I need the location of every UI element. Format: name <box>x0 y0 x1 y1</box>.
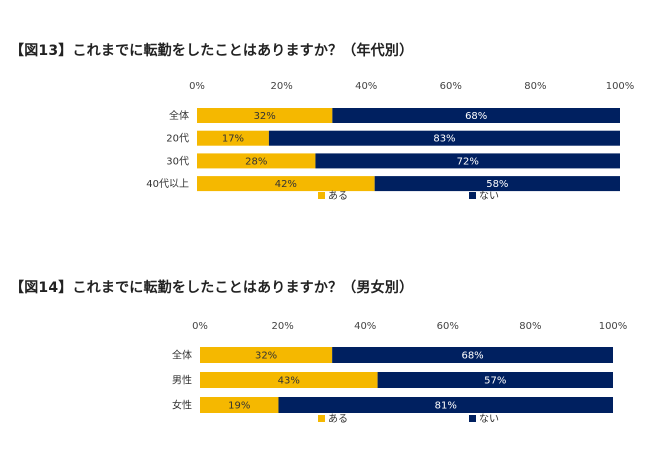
category-label: 全体 <box>172 349 192 362</box>
category-label: 女性 <box>172 399 192 412</box>
data-label: 43% <box>278 376 300 387</box>
data-label: 42% <box>275 179 297 190</box>
chart-title-fig13: 【図13】これまでに転勤をしたことはありますか？（年代別） <box>10 43 414 59</box>
legend-swatch <box>469 192 476 199</box>
x-tick-label: 80% <box>524 81 546 92</box>
category-label: 20代 <box>166 133 189 145</box>
bar-segment-nai <box>377 372 613 388</box>
data-label: 19% <box>228 401 250 412</box>
bar-segment-aru <box>200 347 333 363</box>
bar-segment-aru <box>197 176 375 192</box>
x-tick-label: 60% <box>440 81 462 92</box>
legend-label: ない <box>479 190 499 202</box>
chart-fig14-by-gender: 0% 20% 40% 60% 80% 100% 全体 32% 68% 男性 43% 57% 女性 19% 8… <box>172 321 628 425</box>
data-label: 58% <box>486 179 508 190</box>
category-label: 全体 <box>169 109 189 122</box>
x-tick-label: 0% <box>189 81 205 92</box>
x-tick-label: 100% <box>606 81 635 92</box>
bar-segment-aru <box>197 153 316 169</box>
legend-label: ある <box>328 413 348 425</box>
x-tick-label: 80% <box>519 321 541 332</box>
chart-title-fig14: 【図14】これまでに転勤をしたことはありますか？（男女別） <box>10 280 414 296</box>
data-label: 32% <box>254 111 276 122</box>
data-label: 68% <box>461 351 483 362</box>
x-tick-label: 20% <box>270 81 292 92</box>
x-tick-label: 40% <box>355 81 377 92</box>
data-label: 83% <box>433 134 455 145</box>
x-tick-label: 100% <box>599 321 628 332</box>
chart-fig13-by-age: 0% 20% 40% 60% 80% 100% 全体 32% 68% 20代 17% 83% 30代 28… <box>146 81 635 202</box>
bar-segment-nai <box>268 130 620 146</box>
bar-segment-aru <box>197 108 333 123</box>
bar-segment-nai <box>332 108 620 123</box>
x-tick-label: 0% <box>192 321 208 332</box>
x-tick-label: 60% <box>437 321 459 332</box>
legend-label: ない <box>479 413 499 425</box>
category-label: 30代 <box>166 155 189 167</box>
data-label: 32% <box>255 351 277 362</box>
bar-segment-aru <box>200 372 378 388</box>
bar-segment-nai <box>278 397 613 413</box>
legend-label: ある <box>328 190 348 202</box>
bar-segment-nai <box>374 176 620 192</box>
data-label: 72% <box>457 156 479 167</box>
bar-segment-nai <box>332 347 613 363</box>
data-label: 57% <box>484 376 506 387</box>
category-label: 40代以上 <box>146 178 189 190</box>
data-label: 81% <box>435 401 457 412</box>
legend-swatch <box>318 415 325 422</box>
data-label: 68% <box>465 111 487 122</box>
category-label: 男性 <box>172 374 192 387</box>
bar-segment-aru <box>197 130 269 146</box>
data-label: 28% <box>245 156 267 167</box>
bar-segment-aru <box>200 397 279 413</box>
legend-swatch <box>318 192 325 199</box>
x-tick-label: 20% <box>271 321 293 332</box>
bar-segment-nai <box>315 153 620 169</box>
x-tick-label: 40% <box>354 321 376 332</box>
legend-swatch <box>469 415 476 422</box>
data-label: 17% <box>222 134 244 145</box>
